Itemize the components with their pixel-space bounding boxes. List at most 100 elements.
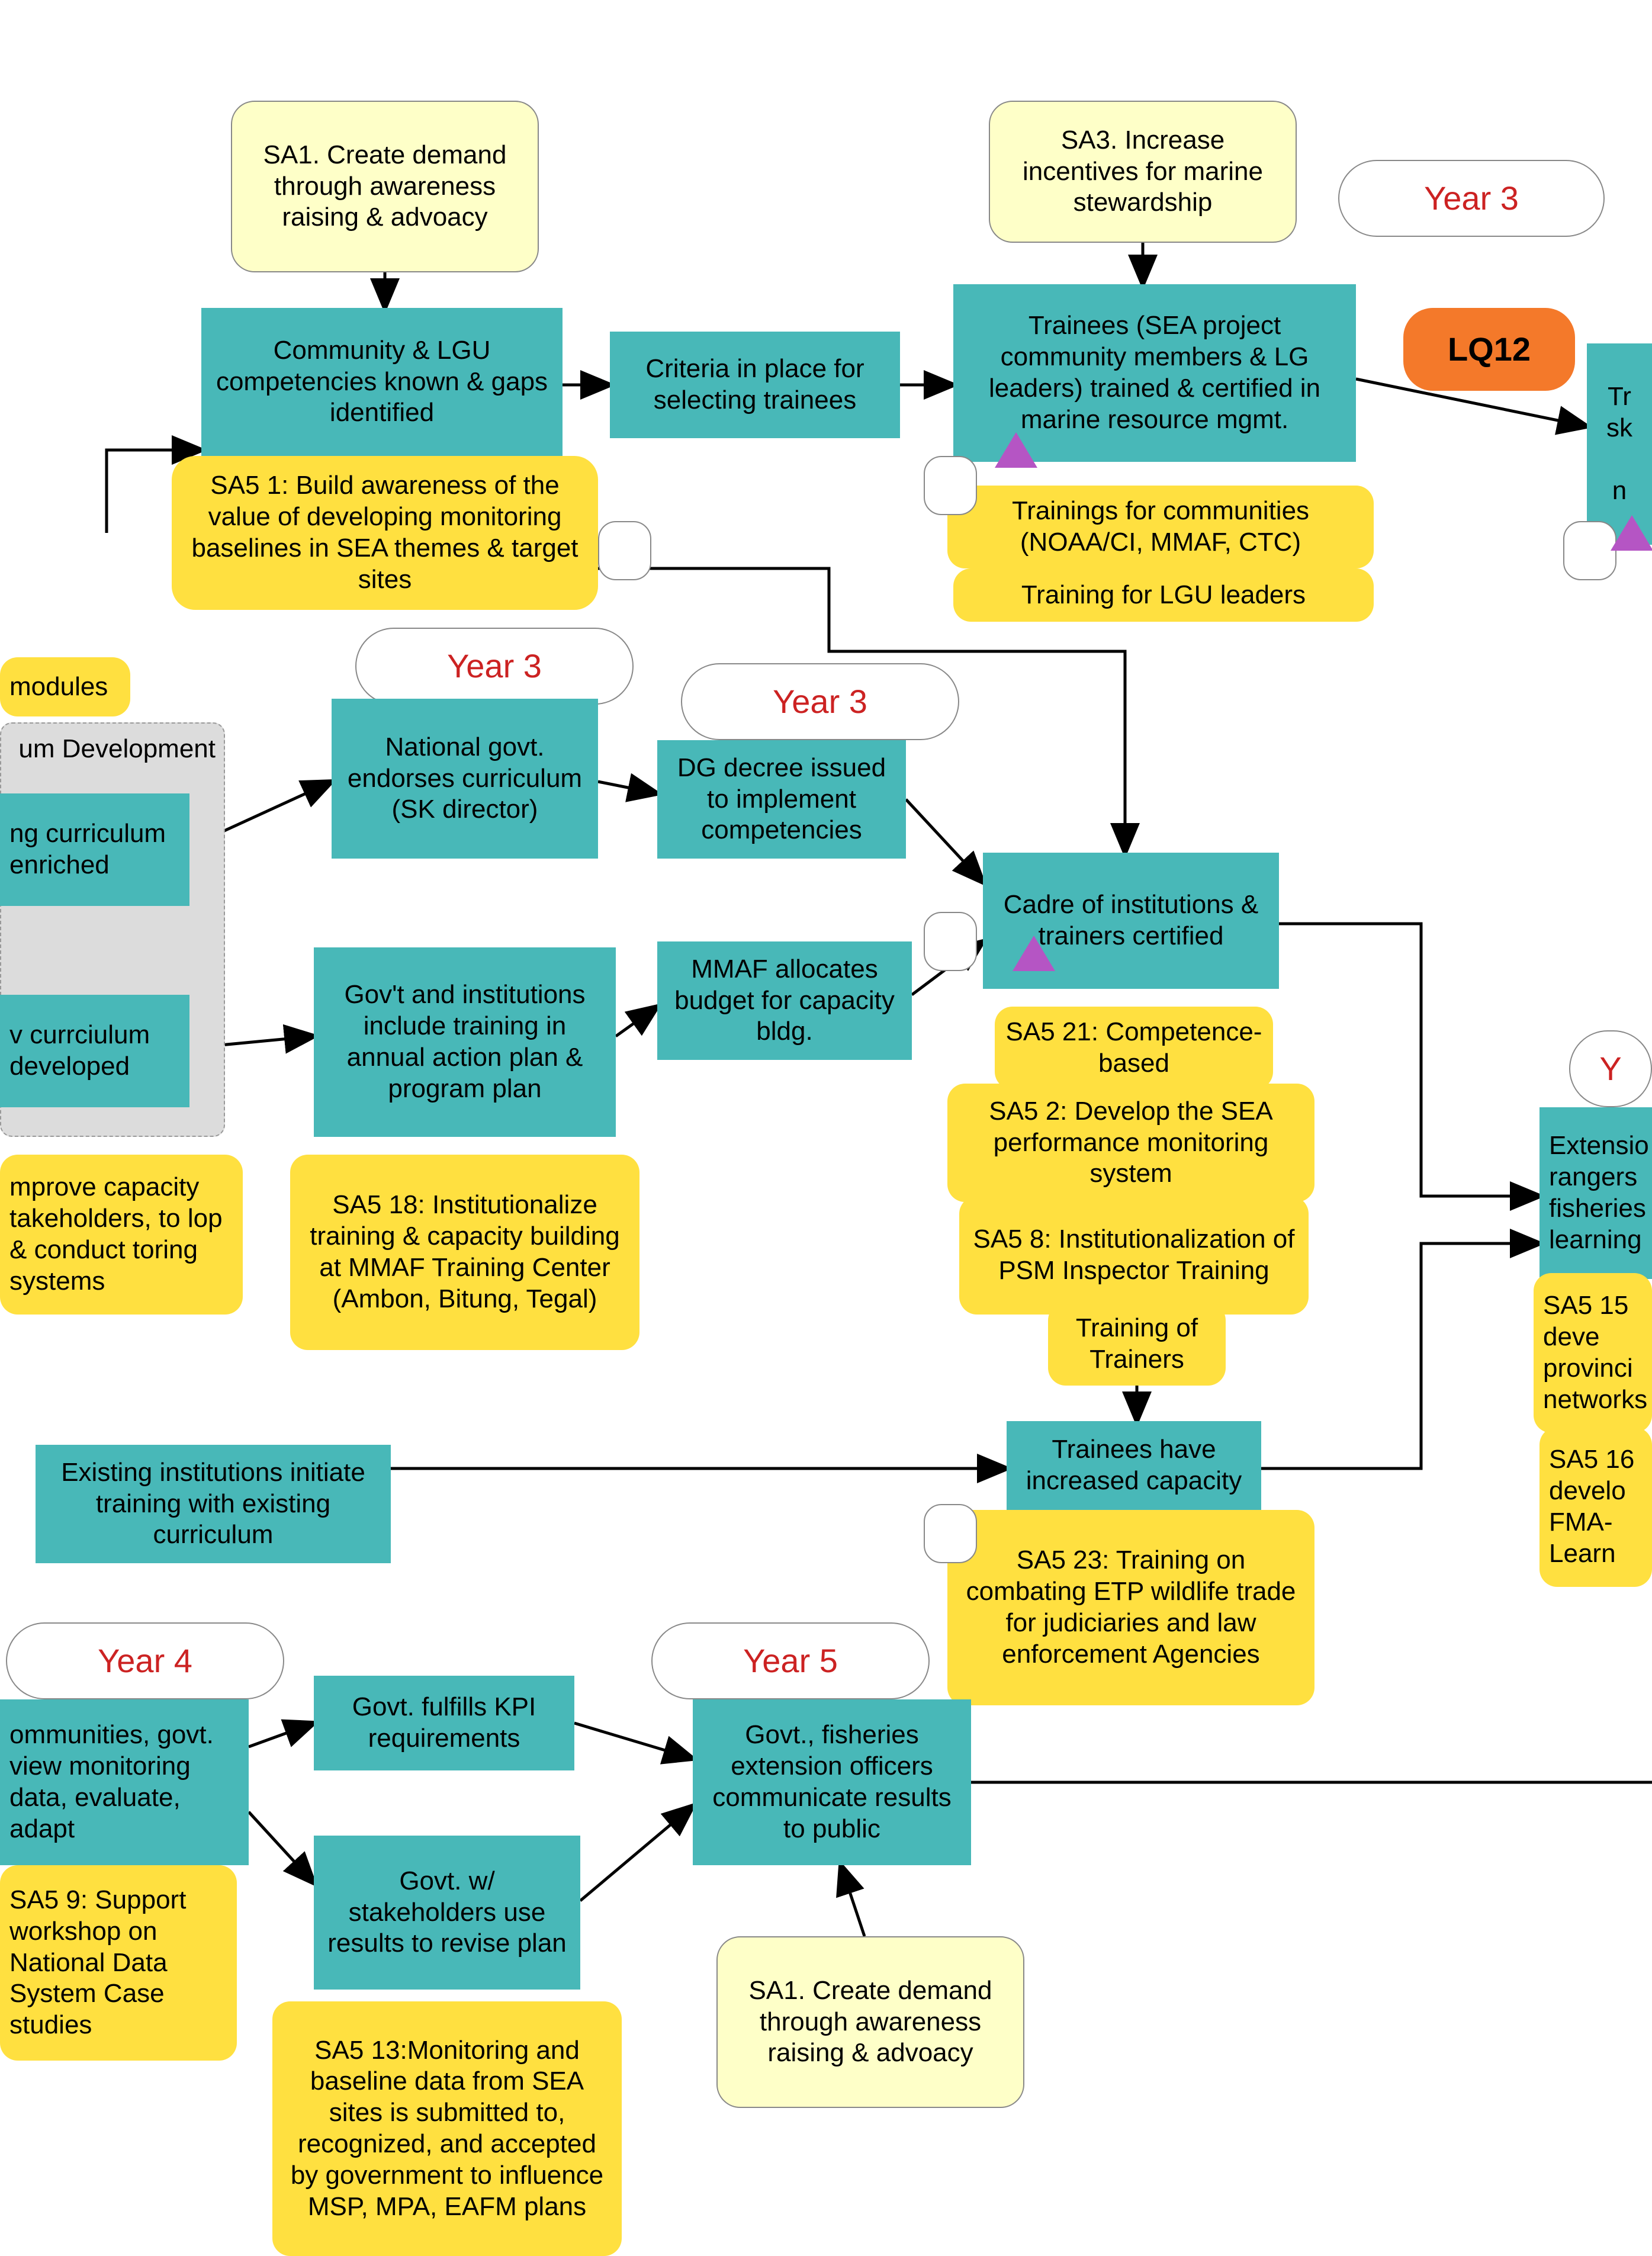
node-text-sa5_9: SA5 9: Support workshop on National Data… bbox=[9, 1885, 227, 2041]
edge bbox=[616, 1007, 657, 1036]
node-sa5_18: SA5 18: Institutionalize training & capa… bbox=[290, 1155, 639, 1350]
node-text-sa5_21: SA5 21: Competence-based bbox=[1004, 1017, 1264, 1079]
node-text-y_right2: Y bbox=[1599, 1049, 1621, 1088]
node-text-govt_kpi: Govt. fulfills KPI requirements bbox=[323, 1692, 565, 1754]
triangle-tri1 bbox=[995, 432, 1037, 468]
node-text-trainings_comm: Trainings for communities (NOAA/CI, MMAF… bbox=[957, 496, 1364, 558]
node-govt_comm_results: Govt., fisheries extension officers comm… bbox=[693, 1699, 971, 1865]
white-box-wb5 bbox=[924, 1504, 977, 1563]
node-text-year5_white: Year 5 bbox=[743, 1641, 838, 1680]
node-sa3_top: SA3. Increase incentives for marine stew… bbox=[989, 101, 1297, 243]
node-govt_revise: Govt. w/ stakeholders use results to rev… bbox=[314, 1836, 580, 1990]
node-text-trainees_cert: Trainees (SEA project community members … bbox=[963, 310, 1346, 435]
node-text-curriculum_developed: v currciulum developed bbox=[9, 1020, 180, 1082]
node-text-sa5_13: SA5 13:Monitoring and baseline data from… bbox=[282, 2035, 612, 2223]
edge bbox=[249, 1812, 314, 1883]
node-trainees_capacity: Trainees have increased capacity bbox=[1007, 1421, 1261, 1510]
node-sa1_top: SA1. Create demand through awareness rai… bbox=[231, 101, 539, 272]
node-text-year3_mid_white: Year 3 bbox=[447, 646, 542, 686]
node-sa5_9: SA5 9: Support workshop on National Data… bbox=[0, 1865, 237, 2061]
node-govt_inst_plan: Gov't and institutions include training … bbox=[314, 947, 616, 1137]
node-text-mmaf_budget: MMAF allocates budget for capacity bldg. bbox=[667, 954, 902, 1047]
node-text-dev_label: um Development bbox=[18, 734, 216, 765]
node-text-year3_mid2_white: Year 3 bbox=[773, 682, 867, 721]
node-criteria: Criteria in place for selecting trainees bbox=[610, 332, 900, 438]
node-year4_white: Year 4 bbox=[6, 1622, 284, 1699]
node-text-sa5_16_right: SA5 16 develo FMA- Learn bbox=[1549, 1444, 1634, 1569]
node-year5_white: Year 5 bbox=[651, 1622, 930, 1699]
node-sa5_8: SA5 8: Institutionalization of PSM Inspe… bbox=[959, 1196, 1309, 1315]
node-improve_cap: mprove capacity takeholders, to lop & co… bbox=[0, 1155, 243, 1315]
diagram-stage: SA1. Create demand through awareness rai… bbox=[0, 0, 1652, 2138]
node-natgov: National govt. endorses curriculum (SK d… bbox=[332, 699, 598, 859]
node-text-curriculum_enriched: ng curriculum enriched bbox=[9, 818, 180, 881]
triangle-tri3 bbox=[1013, 936, 1055, 971]
node-y_right2: Y bbox=[1569, 1030, 1652, 1107]
edge bbox=[574, 1723, 693, 1759]
triangle-tri2 bbox=[1611, 515, 1652, 551]
node-text-sa5_8: SA5 8: Institutionalization of PSM Inspe… bbox=[969, 1224, 1299, 1287]
node-text-sa5_18: SA5 18: Institutionalize training & capa… bbox=[300, 1190, 630, 1315]
node-text-sa3_top: SA3. Increase incentives for marine stew… bbox=[999, 125, 1286, 218]
node-sa5_13: SA5 13:Monitoring and baseline data from… bbox=[272, 2001, 622, 2256]
node-community_lgu: Community & LGU competencies known & gap… bbox=[201, 308, 563, 456]
node-text-criteria: Criteria in place for selecting trainees bbox=[619, 353, 891, 416]
node-text-govt_comm_results: Govt., fisheries extension officers comm… bbox=[702, 1720, 962, 1844]
node-text-sa5_15_right: SA5 15 deve provinci networks bbox=[1543, 1290, 1647, 1415]
node-sa5_16_right: SA5 16 develo FMA- Learn bbox=[1539, 1427, 1652, 1587]
node-sa5_15_right: SA5 15 deve provinci networks bbox=[1534, 1273, 1652, 1433]
node-text-community_lgu: Community & LGU competencies known & gap… bbox=[211, 335, 553, 429]
node-text-comm_review: ommunities, govt. view monitoring data, … bbox=[9, 1720, 239, 1844]
node-text-sa1_top: SA1. Create demand through awareness rai… bbox=[242, 140, 528, 233]
node-text-year3_top_white: Year 3 bbox=[1424, 178, 1519, 218]
node-extension_right: Extensio rangers fisheries learning bbox=[1539, 1107, 1652, 1279]
node-sa5_23: SA5 23: Training on combating ETP wildli… bbox=[947, 1510, 1314, 1705]
white-box-wb2 bbox=[924, 456, 977, 515]
node-text-train_lgu: Training for LGU leaders bbox=[1021, 580, 1306, 611]
node-text-sa5_2: SA5 2: Develop the SEA performance monit… bbox=[957, 1096, 1305, 1190]
node-train_lgu: Training for LGU leaders bbox=[953, 568, 1374, 622]
edge bbox=[906, 799, 983, 882]
node-sa5_1: SA5 1: Build awareness of the value of d… bbox=[172, 456, 598, 610]
node-sa5_21: SA5 21: Competence-based bbox=[995, 1007, 1273, 1090]
node-lq12: LQ12 bbox=[1403, 308, 1575, 391]
node-year3_top_white: Year 3 bbox=[1338, 160, 1605, 237]
node-existing_inst: Existing institutions initiate training … bbox=[36, 1445, 391, 1563]
node-year3_mid_white: Year 3 bbox=[355, 628, 634, 705]
node-text-sa5_23: SA5 23: Training on combating ETP wildli… bbox=[957, 1545, 1305, 1670]
node-text-year4_white: Year 4 bbox=[98, 1641, 192, 1680]
node-training_trainers: Training of Trainers bbox=[1048, 1303, 1226, 1386]
white-box-wb1 bbox=[598, 521, 651, 580]
node-dg_decree: DG decree issued to implement competenci… bbox=[657, 740, 906, 859]
node-tr_sk_right: Tr sk n bbox=[1587, 343, 1652, 545]
node-text-existing_inst: Existing institutions initiate training … bbox=[45, 1457, 381, 1551]
node-text-training_trainers: Training of Trainers bbox=[1058, 1313, 1216, 1376]
white-box-wb3 bbox=[1563, 521, 1616, 580]
node-text-sa5_1: SA5 1: Build awareness of the value of d… bbox=[181, 470, 589, 595]
node-sa1_bottom: SA1. Create demand through awareness rai… bbox=[716, 1936, 1024, 2108]
node-dev_label: um Development bbox=[0, 731, 225, 767]
node-text-lq12: LQ12 bbox=[1448, 329, 1531, 369]
node-trainings_comm: Trainings for communities (NOAA/CI, MMAF… bbox=[947, 486, 1374, 568]
node-text-govt_revise: Govt. w/ stakeholders use results to rev… bbox=[323, 1866, 571, 1959]
node-text-sa1_bottom: SA1. Create demand through awareness rai… bbox=[727, 1975, 1014, 2069]
node-text-govt_inst_plan: Gov't and institutions include training … bbox=[323, 979, 606, 1104]
node-sa5_2: SA5 2: Develop the SEA performance monit… bbox=[947, 1084, 1314, 1202]
edge bbox=[598, 782, 657, 793]
node-govt_kpi: Govt. fulfills KPI requirements bbox=[314, 1676, 574, 1770]
edge bbox=[841, 1865, 864, 1936]
node-text-tr_sk_right: Tr sk n bbox=[1606, 381, 1632, 506]
node-text-natgov: National govt. endorses curriculum (SK d… bbox=[341, 732, 589, 825]
node-text-dg_decree: DG decree issued to implement competenci… bbox=[667, 753, 896, 846]
node-year3_mid2_white: Year 3 bbox=[681, 663, 959, 740]
node-text-extension_right: Extensio rangers fisheries learning bbox=[1549, 1130, 1649, 1255]
node-comm_review: ommunities, govt. view monitoring data, … bbox=[0, 1699, 249, 1865]
node-text-modules: modules bbox=[9, 671, 108, 703]
white-box-wb4 bbox=[924, 912, 977, 971]
node-text-trainees_capacity: Trainees have increased capacity bbox=[1016, 1434, 1252, 1497]
node-modules: modules bbox=[0, 657, 130, 716]
edge bbox=[1279, 924, 1539, 1196]
edge bbox=[580, 1806, 693, 1901]
node-curriculum_enriched: ng curriculum enriched bbox=[0, 793, 189, 906]
edge bbox=[249, 1723, 314, 1747]
